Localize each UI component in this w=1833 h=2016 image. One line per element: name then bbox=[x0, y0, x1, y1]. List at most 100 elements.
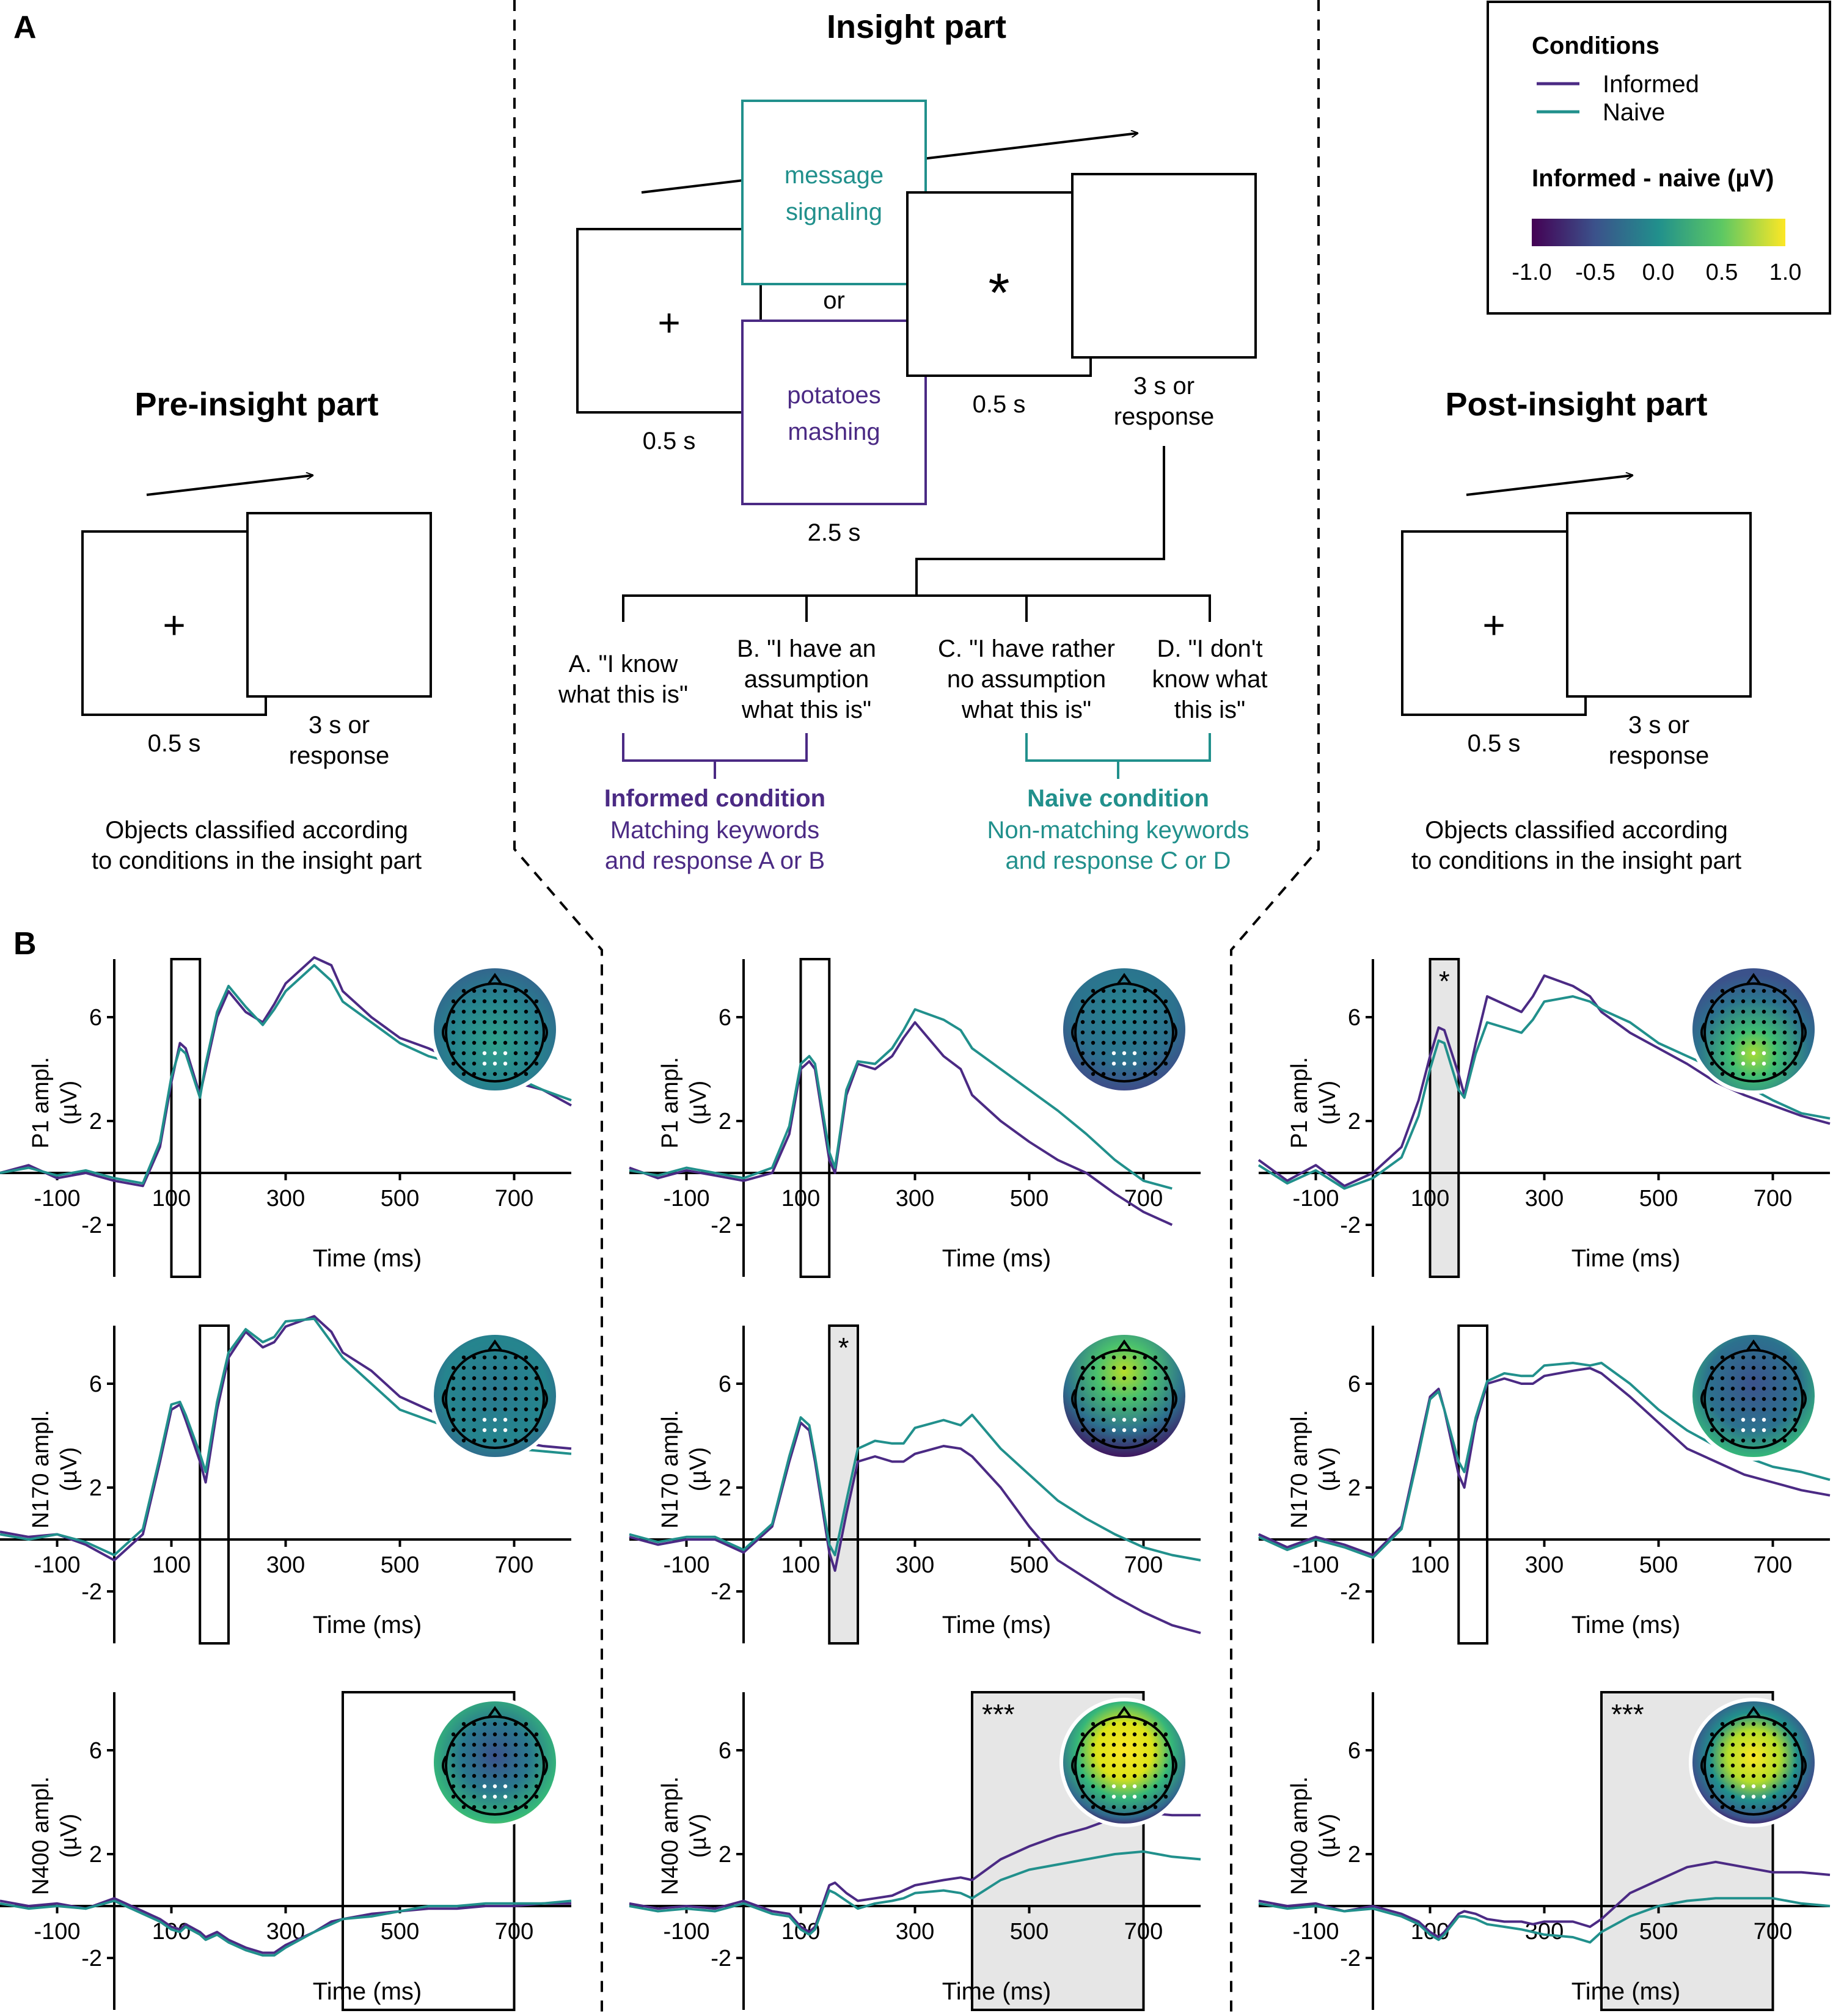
y-tick-label: -2 bbox=[81, 1946, 102, 1971]
roi-electrode bbox=[1741, 1051, 1746, 1056]
electrode bbox=[461, 1753, 466, 1758]
head-outline bbox=[445, 1349, 545, 1449]
electrode bbox=[534, 1061, 539, 1066]
electrode bbox=[1091, 1417, 1096, 1422]
asterisk-screen bbox=[906, 191, 1092, 377]
legend-box bbox=[1487, 1, 1831, 315]
electrode bbox=[482, 1020, 487, 1024]
informed-bracket bbox=[622, 733, 808, 779]
object-duration-line1: 3 s or bbox=[309, 712, 370, 739]
electrode bbox=[1762, 999, 1766, 1004]
electrode bbox=[1111, 1072, 1116, 1076]
electrode bbox=[1143, 1438, 1147, 1443]
y-axis-label: N400 ampl. bbox=[1287, 1777, 1312, 1895]
electrode bbox=[1782, 1365, 1787, 1370]
electrode bbox=[1772, 1020, 1777, 1024]
electrode bbox=[1080, 1376, 1085, 1381]
topography-map bbox=[1692, 968, 1815, 1090]
y-tick-label: 2 bbox=[719, 1109, 731, 1134]
erp-line-naive bbox=[1258, 1362, 1831, 1559]
electrode bbox=[1080, 1397, 1085, 1401]
y-tick-label: 2 bbox=[89, 1109, 102, 1134]
electrode bbox=[1762, 988, 1766, 993]
naive-condition-line2: and response C or D bbox=[1005, 847, 1231, 874]
electrode bbox=[534, 1040, 539, 1045]
electrode bbox=[1751, 1763, 1756, 1768]
topography-map bbox=[434, 968, 556, 1090]
electrode bbox=[1122, 1407, 1127, 1412]
electrode bbox=[1153, 1722, 1158, 1726]
electrode bbox=[1163, 1397, 1168, 1401]
electrode bbox=[1730, 1355, 1735, 1360]
electrode bbox=[1122, 1397, 1127, 1401]
electrode bbox=[1101, 1397, 1106, 1401]
nose bbox=[488, 973, 502, 985]
x-tick-label: 300 bbox=[1525, 1552, 1564, 1578]
electrode bbox=[1091, 1030, 1096, 1035]
electrode bbox=[1772, 1051, 1777, 1056]
keyword-duration: 2.5 s bbox=[808, 519, 861, 546]
pre-note-line1: Objects classified according bbox=[105, 817, 408, 844]
electrode bbox=[513, 1397, 518, 1401]
electrode bbox=[1751, 1438, 1756, 1443]
electrode bbox=[1122, 1365, 1127, 1370]
electrode bbox=[503, 1732, 508, 1737]
roi-electrode bbox=[492, 1051, 497, 1056]
fixation-duration: 0.5 s bbox=[643, 428, 696, 455]
electrode bbox=[472, 1365, 477, 1370]
electrode bbox=[1132, 1722, 1137, 1726]
electrode bbox=[1782, 1784, 1787, 1789]
roi-electrode bbox=[1741, 1417, 1746, 1422]
electrode bbox=[1111, 1365, 1116, 1370]
left-ear bbox=[1071, 1755, 1077, 1776]
insight-bracket-left bbox=[513, 0, 603, 2016]
roi-electrode bbox=[1762, 1428, 1766, 1433]
x-axis-label: Time (ms) bbox=[942, 1978, 1051, 2005]
electrode bbox=[1782, 1355, 1787, 1360]
naive-condition-line1: Non-matching keywords bbox=[987, 817, 1249, 844]
pre-insight-title: Pre-insight part bbox=[134, 386, 378, 423]
electrode bbox=[1101, 1428, 1106, 1433]
electrode bbox=[1143, 1376, 1147, 1381]
electrode bbox=[1132, 999, 1137, 1004]
electrode bbox=[1101, 1805, 1106, 1810]
electrode bbox=[503, 1407, 508, 1412]
electrode bbox=[1163, 1784, 1168, 1789]
electrode bbox=[503, 1722, 508, 1726]
electrode bbox=[1101, 1438, 1106, 1443]
electrode bbox=[1091, 1722, 1096, 1726]
erp-panel-r0-c2: * -2 2 6 -100 100 300 500 700 Time (ms) P1 ampl. (µ… bbox=[1257, 958, 1831, 1278]
x-tick-label: 500 bbox=[1639, 1919, 1678, 1945]
electrode bbox=[1101, 1722, 1106, 1726]
electrode bbox=[1143, 1020, 1147, 1024]
electrode bbox=[1091, 1061, 1096, 1066]
x-tick-label: -100 bbox=[34, 1186, 80, 1211]
electrode bbox=[1751, 1376, 1756, 1381]
left-ear bbox=[1700, 1389, 1706, 1409]
electrode bbox=[492, 1040, 497, 1045]
electrode bbox=[1772, 1365, 1777, 1370]
y-tick-label: 6 bbox=[719, 1005, 731, 1031]
x-tick-label: 500 bbox=[1010, 1552, 1048, 1578]
electrode bbox=[1111, 988, 1116, 993]
electrode bbox=[472, 1061, 477, 1066]
electrode bbox=[1111, 1742, 1116, 1747]
electrode bbox=[1762, 1438, 1766, 1443]
roi-electrode bbox=[1122, 1417, 1127, 1422]
electrode bbox=[1782, 1061, 1787, 1066]
roi-electrode bbox=[1741, 1428, 1746, 1433]
electrode bbox=[513, 988, 518, 993]
electrode bbox=[1080, 1386, 1085, 1391]
electrode bbox=[1132, 1805, 1137, 1810]
electrode bbox=[1793, 1386, 1798, 1391]
electrode bbox=[1143, 1753, 1147, 1758]
object-duration-line1: 3 s or bbox=[1133, 373, 1195, 400]
electrode bbox=[534, 1365, 539, 1370]
electrode bbox=[1132, 1397, 1137, 1401]
electrode bbox=[534, 1794, 539, 1799]
electrode bbox=[1793, 1030, 1798, 1035]
electrode bbox=[1751, 1040, 1756, 1045]
option-d-line3: this is" bbox=[1174, 696, 1245, 723]
roi-electrode bbox=[503, 1784, 508, 1789]
